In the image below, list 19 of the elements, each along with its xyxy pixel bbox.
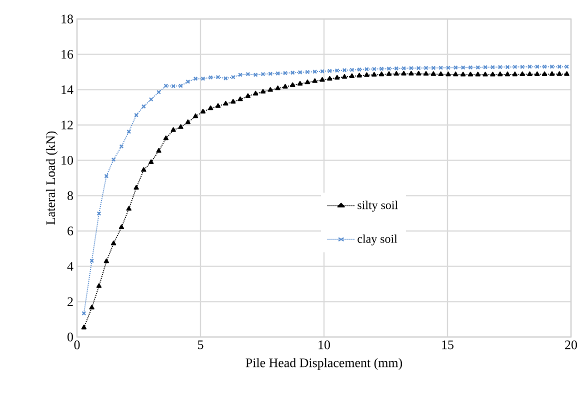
- y-tick-label: 10: [62, 156, 73, 165]
- x-tick-label: 5: [198, 340, 204, 350]
- x-tick-label: 10: [318, 340, 330, 350]
- y-tick-label: 18: [62, 14, 73, 24]
- y-tick-label: 6: [68, 226, 74, 236]
- legend-label: clay soil: [358, 234, 398, 246]
- x-tick-label: 15: [442, 340, 454, 350]
- legend-label: silty soil: [358, 200, 398, 212]
- x-tick-label: 20: [565, 340, 577, 350]
- y-tick-label: 4: [67, 262, 74, 271]
- x-axis-title: Pile Head Displacement (mm): [246, 358, 402, 370]
- y-tick-label: 14: [62, 85, 74, 94]
- y-tick-label: 2: [68, 297, 73, 306]
- y-tick-label: 16: [62, 50, 74, 59]
- y-tick-label: 12: [62, 120, 73, 130]
- y-tick-label: 8: [68, 191, 73, 200]
- y-tick-label: 0: [68, 332, 73, 342]
- y-axis-title: Lateral Load (kN): [46, 131, 58, 225]
- x-tick-label: 0: [74, 340, 80, 350]
